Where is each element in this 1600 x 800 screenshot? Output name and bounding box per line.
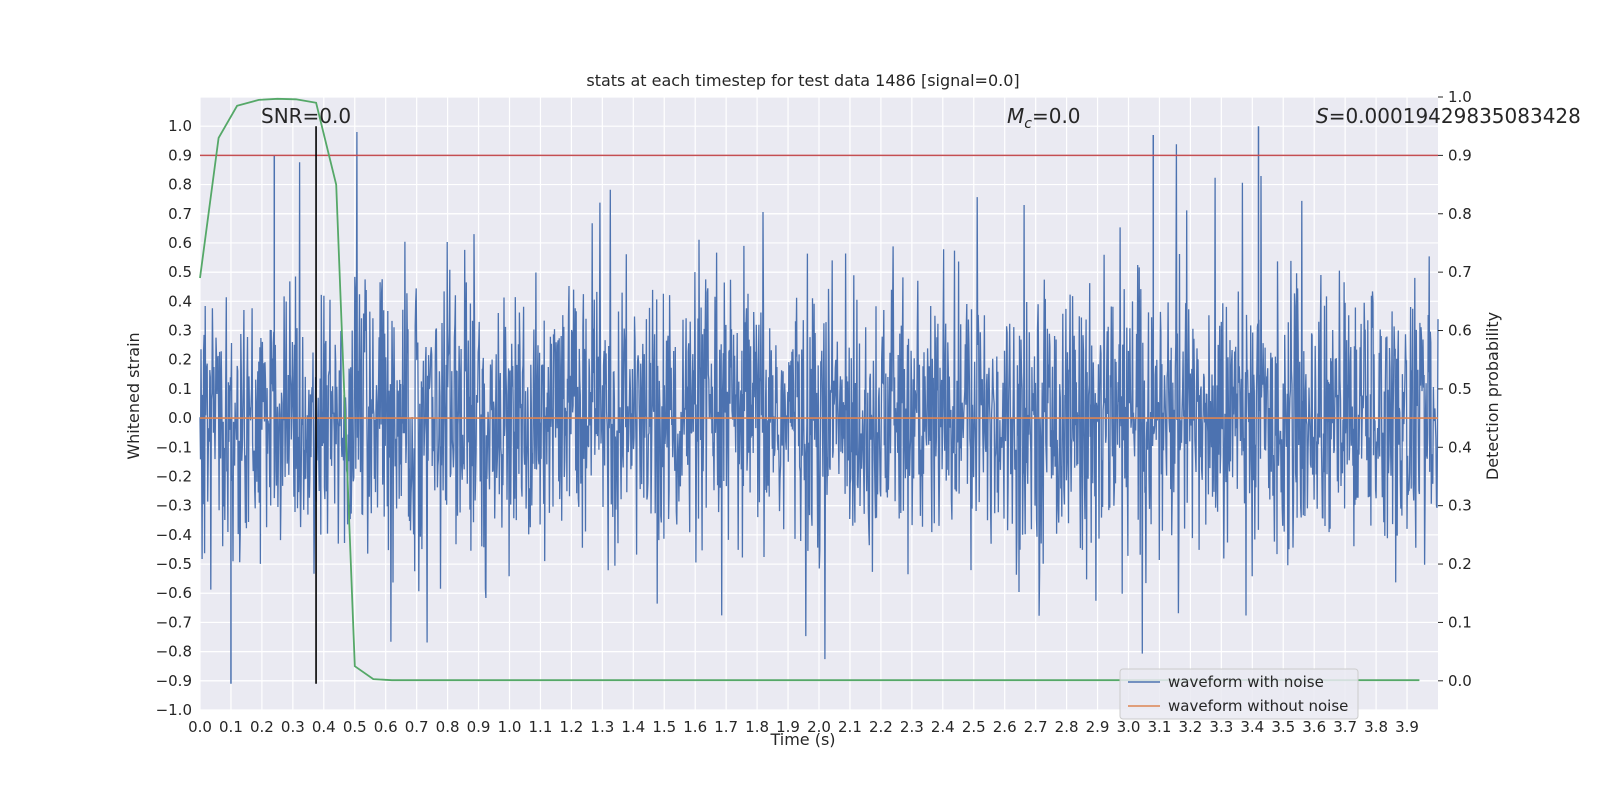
y-tick-label: 0.3 (168, 322, 192, 340)
x-tick-label: 3.2 (1178, 718, 1202, 736)
x-tick-label: 0.5 (343, 718, 367, 736)
x-tick-label: 2.0 (807, 718, 831, 736)
x-tick-label: 1.2 (559, 718, 583, 736)
mc-subscript: c (1024, 116, 1032, 132)
y-tick-label: −0.8 (156, 643, 192, 661)
y-tick-label: −0.9 (156, 672, 192, 690)
x-tick-label: 2.3 (900, 718, 924, 736)
y-right-tick-label: 0.8 (1448, 205, 1472, 223)
y-tick-label: 0.0 (168, 409, 192, 427)
y-tick-label: −0.1 (156, 438, 192, 456)
x-tick-label: 0.0 (188, 718, 212, 736)
y-axis-right-ticks: 1.0 0.9 0.8 0.7 0.6 0.5 0.4 0.3 0.2 0.1 0.0 (1438, 88, 1472, 690)
series-waveform-with-noise (199, 131, 1439, 660)
legend-box (1119, 668, 1359, 720)
x-tick-label: 1.4 (621, 718, 645, 736)
y-right-tick-label: 0.7 (1448, 263, 1472, 281)
x-axis-label: Time (s) (769, 730, 835, 749)
y-right-tick-label: 0.9 (1448, 146, 1472, 164)
x-tick-label: 1.6 (683, 718, 707, 736)
y-tick-label: −1.0 (156, 701, 192, 719)
y-axis-label: Whitened strain (124, 332, 143, 459)
x-tick-label: 3.4 (1240, 718, 1264, 736)
x-tick-label: 3.5 (1271, 718, 1295, 736)
x-tick-label: 2.1 (838, 718, 862, 736)
x-tick-label: 1.7 (714, 718, 738, 736)
x-tick-label: 1.3 (590, 718, 614, 736)
plot-content (199, 97, 1439, 684)
x-tick-label: 0.1 (219, 718, 243, 736)
x-tick-label: 3.7 (1333, 718, 1357, 736)
y-tick-label: −0.5 (156, 555, 192, 573)
y-right-tick-label: 0.1 (1448, 613, 1472, 631)
x-tick-label: 1.9 (776, 718, 800, 736)
x-tick-label: 1.1 (529, 718, 553, 736)
mc-value: =0.0 (1032, 104, 1081, 128)
legend: waveform with noise waveform without noi… (1119, 668, 1359, 720)
x-tick-label: 1.0 (498, 718, 522, 736)
x-tick-label: 3.1 (1148, 718, 1172, 736)
x-tick-label: 2.7 (1024, 718, 1048, 736)
y-tick-label: 0.7 (168, 205, 192, 223)
x-tick-label: 0.7 (405, 718, 429, 736)
snr-annotation: SNR=0.0 (261, 104, 351, 128)
x-tick-label: 3.0 (1117, 718, 1141, 736)
y-tick-label: −0.7 (156, 613, 192, 631)
y-tick-label: 0.1 (168, 380, 192, 398)
y-tick-label: −0.3 (156, 497, 192, 515)
x-tick-label: 1.8 (745, 718, 769, 736)
y-axis-ticks: 1.0 0.9 0.8 0.7 0.6 0.5 0.4 0.3 0.2 0.1 0.0 −0.1 −0.… (156, 117, 192, 719)
x-tick-label: 3.6 (1302, 718, 1326, 736)
y-tick-label: 0.4 (168, 292, 192, 310)
x-axis-ticks: 0.0 0.1 0.2 0.3 0.4 0.5 0.6 0.7 0.8 0.9 1.0 1.1 1.2 1… (188, 718, 1419, 736)
mc-annotation: Mc=0.0 (1007, 104, 1081, 132)
s-value: =0.00019429835083428 (1329, 104, 1581, 128)
x-tick-label: 0.3 (281, 718, 305, 736)
y-axis-right-label: Detection probability (1483, 312, 1502, 480)
chart-title: stats at each timestep for test data 148… (586, 71, 1019, 90)
x-tick-label: 2.4 (931, 718, 955, 736)
y-tick-label: −0.2 (156, 467, 192, 485)
y-tick-label: −0.6 (156, 584, 192, 602)
x-tick-label: 2.6 (993, 718, 1017, 736)
legend-label-noise: waveform with noise (1168, 673, 1324, 691)
x-tick-label: 2.2 (869, 718, 893, 736)
mc-symbol: M (1007, 104, 1024, 128)
y-right-tick-label: 0.3 (1448, 497, 1472, 515)
y-tick-label: 0.8 (168, 176, 192, 194)
y-right-tick-label: 0.6 (1448, 322, 1472, 340)
x-tick-label: 0.2 (250, 718, 274, 736)
x-tick-label: 3.3 (1209, 718, 1233, 736)
y-tick-label: 0.9 (168, 146, 192, 164)
y-right-tick-label: 0.2 (1448, 555, 1472, 573)
legend-label-clean: waveform without noise (1168, 697, 1348, 715)
x-tick-label: 3.9 (1395, 718, 1419, 736)
y-tick-label: 0.2 (168, 351, 192, 369)
x-tick-label: 2.8 (1055, 718, 1079, 736)
y-right-tick-label: 0.0 (1448, 672, 1472, 690)
x-tick-label: 1.5 (652, 718, 676, 736)
x-tick-label: 2.5 (962, 718, 986, 736)
x-tick-label: 0.9 (467, 718, 491, 736)
y-right-tick-label: 0.5 (1448, 380, 1472, 398)
y-tick-label: 1.0 (168, 117, 192, 135)
y-tick-label: 0.5 (168, 263, 192, 281)
x-tick-label: 2.9 (1086, 718, 1110, 736)
series-detection-probability (199, 97, 1420, 682)
s-annotation: S=0.00019429835083428 (1316, 104, 1581, 128)
x-tick-label: 0.6 (374, 718, 398, 736)
y-tick-label: −0.4 (156, 526, 192, 544)
y-right-tick-label: 1.0 (1448, 88, 1472, 106)
x-tick-label: 3.8 (1364, 718, 1388, 736)
x-tick-label: 0.8 (436, 718, 460, 736)
y-tick-label: 0.6 (168, 234, 192, 252)
y-right-tick-label: 0.4 (1448, 438, 1472, 456)
x-tick-label: 0.4 (312, 718, 336, 736)
s-symbol: S (1316, 104, 1329, 128)
